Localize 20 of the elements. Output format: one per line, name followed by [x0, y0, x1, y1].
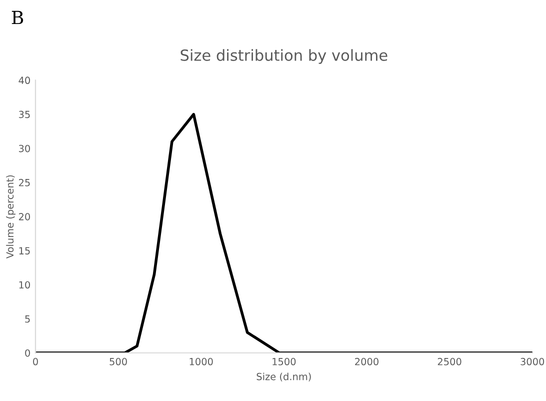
- x-tick-label: 1500: [272, 358, 296, 366]
- y-tick-label: 20: [18, 213, 30, 220]
- y-tick-label: 35: [19, 110, 30, 118]
- y-tick-label: 25: [18, 178, 30, 186]
- y-axis-title: Volume (percent): [6, 175, 16, 258]
- y-tick-label: 0: [25, 349, 30, 357]
- y-tick-label: 10: [19, 281, 30, 289]
- y-tick-label: 15: [19, 247, 30, 254]
- x-tick-label: 2500: [438, 358, 462, 366]
- chart-title: Size distribution by volume: [180, 49, 388, 64]
- x-tick-label: 0: [33, 358, 38, 366]
- text: B: [12, 10, 24, 24]
- y-tick-label: 5: [25, 315, 30, 323]
- x-tick-label: 1000: [190, 358, 213, 366]
- x-axis-title: Size (d.nm): [256, 372, 311, 382]
- x-tick-label: 2000: [355, 358, 378, 366]
- x-tick-label: 500: [110, 358, 127, 366]
- x-tick-label: 3000: [520, 358, 544, 366]
- y-tick-label: 40: [18, 76, 30, 84]
- y-tick-label: 30: [19, 144, 30, 152]
